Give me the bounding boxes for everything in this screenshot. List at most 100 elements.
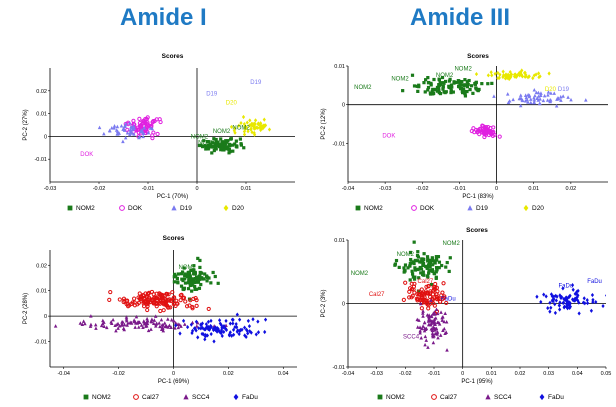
data-point	[112, 126, 116, 130]
data-point	[175, 276, 179, 281]
data-point	[436, 255, 441, 259]
data-point	[439, 293, 444, 298]
data-point	[210, 141, 215, 145]
data-point	[161, 328, 166, 333]
data-point	[246, 129, 250, 134]
legend-label: NOM2	[364, 205, 383, 212]
point-label: NOM2	[454, 67, 472, 73]
y-tick-label: 0	[342, 103, 345, 109]
data-point	[532, 87, 537, 92]
data-point	[458, 81, 462, 85]
data-point	[520, 98, 525, 102]
data-point	[173, 326, 177, 330]
data-point	[145, 318, 150, 323]
data-point	[195, 320, 200, 325]
data-point	[172, 272, 177, 276]
data-point	[146, 130, 151, 135]
data-point	[216, 281, 220, 285]
data-point	[447, 269, 451, 274]
data-point	[545, 98, 550, 102]
data-point	[229, 137, 233, 141]
y-tick-label: 0.01	[36, 289, 47, 295]
data-point	[224, 147, 229, 151]
x-tick-label: -0.03	[379, 186, 392, 192]
data-point	[206, 327, 210, 332]
data-point	[208, 145, 212, 149]
data-point	[123, 135, 128, 140]
data-point	[139, 128, 144, 132]
data-point	[152, 321, 156, 326]
data-point	[408, 261, 412, 266]
data-point	[430, 89, 434, 93]
data-point	[473, 82, 477, 86]
chart-title: Scores	[162, 53, 184, 60]
point-label: D19	[250, 80, 262, 86]
data-point	[436, 335, 440, 340]
data-point	[111, 317, 115, 322]
data-point	[196, 278, 200, 282]
data-point	[424, 284, 429, 289]
x-tick-label: -0.01	[453, 186, 466, 192]
data-point	[440, 315, 444, 320]
data-point	[527, 94, 532, 99]
data-point	[109, 320, 113, 324]
heading-amide-iii: Amide III	[410, 4, 511, 31]
data-point	[121, 299, 126, 305]
data-point	[408, 250, 413, 255]
data-point	[420, 257, 424, 261]
point-label: D20	[226, 100, 238, 106]
data-point	[132, 318, 136, 322]
data-point	[141, 131, 146, 136]
data-point	[393, 262, 398, 266]
data-point	[231, 321, 235, 326]
data-point	[422, 81, 426, 85]
data-point	[449, 83, 454, 87]
x-tick-label: -0.04	[342, 371, 355, 377]
data-point	[536, 98, 541, 102]
data-point	[471, 91, 475, 95]
data-point	[204, 274, 209, 278]
data-point	[244, 334, 248, 340]
data-point	[430, 292, 436, 297]
data-point	[214, 137, 218, 142]
data-point	[584, 98, 588, 102]
data-point	[444, 265, 448, 269]
data-point	[422, 252, 426, 256]
data-point	[207, 276, 211, 280]
data-point	[462, 87, 466, 91]
data-point	[154, 296, 159, 301]
data-point	[190, 289, 194, 293]
data-point	[233, 130, 237, 135]
series-fadu	[174, 312, 268, 344]
data-point	[140, 119, 145, 124]
data-point	[489, 70, 493, 75]
data-point	[438, 333, 443, 337]
data-point	[154, 321, 159, 325]
data-point	[431, 92, 435, 96]
data-point	[102, 320, 106, 324]
legend-marker	[539, 393, 545, 401]
data-point	[561, 300, 566, 305]
data-point	[533, 93, 537, 98]
data-point	[193, 280, 197, 285]
data-point	[154, 117, 159, 122]
data-point	[462, 89, 467, 94]
data-point	[544, 294, 548, 299]
data-point	[112, 124, 117, 128]
data-point	[93, 322, 98, 327]
y-tick-label: 0.01	[334, 238, 345, 244]
data-point	[212, 145, 216, 149]
data-point	[458, 85, 462, 89]
x-tick-label: -0.04	[342, 186, 355, 192]
data-point	[425, 274, 430, 278]
x-tick-label: -0.02	[416, 186, 429, 192]
point-label: NOM2	[397, 252, 415, 258]
data-point	[202, 139, 206, 143]
legend-marker	[485, 394, 491, 400]
data-point	[534, 90, 539, 95]
data-point	[114, 328, 118, 333]
data-point	[561, 94, 565, 98]
data-point	[408, 278, 412, 282]
data-point	[465, 85, 470, 89]
data-point	[203, 327, 208, 332]
